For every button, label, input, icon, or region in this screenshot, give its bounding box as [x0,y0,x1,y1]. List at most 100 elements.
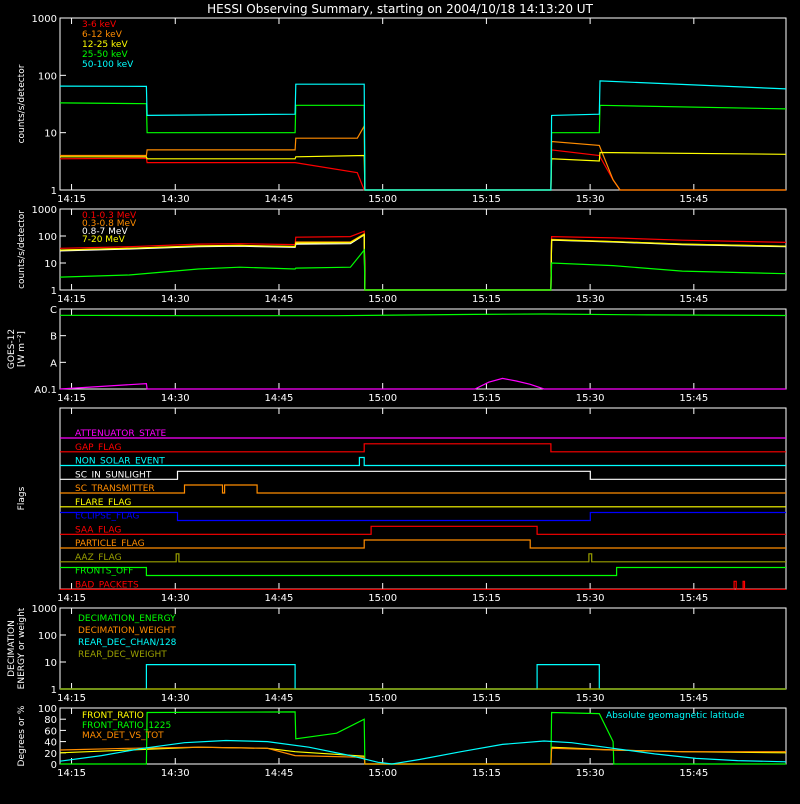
y-tick-label: 100 [38,704,57,715]
y-tick-label: 1 [51,286,57,297]
x-tick-label: 14:15 [57,768,86,779]
x-tick-label: 15:30 [576,768,605,779]
legend-entry: DECIMATION_WEIGHT [78,626,176,636]
legend-entry: 0.1-0.3 MeV [82,211,137,221]
series-line [59,230,787,291]
series-line [60,711,786,765]
series-line [59,102,787,191]
flag-label: AAZ_FLAG [75,553,122,563]
flag-line [60,553,786,563]
y-axis-label: [W m⁻²] [17,331,27,367]
series-line [60,151,787,191]
chart-title: HESSI Observing Summary, starting on 200… [207,2,593,16]
x-tick-label: 15:00 [368,593,397,604]
flag-label: BAD_PACKETS [75,580,139,590]
flag-label: SAA_FLAG [75,525,121,535]
x-tick-label: 14:30 [161,393,190,404]
x-tick-label: 15:30 [576,693,605,704]
series-line [59,149,786,191]
x-tick-label: 14:30 [161,294,190,305]
x-tick-label: 15:30 [576,294,605,305]
legend-entry: Absolute geomagnetic latitude [606,711,745,721]
series-line [59,746,786,765]
legend-entry: 50-100 keV [82,60,134,70]
series-line [60,663,786,690]
legend-entry: REAR_DEC_CHAN/128 [78,638,177,648]
legend-entry: FRONT_RATIO [82,711,144,721]
x-tick-label: 14:45 [265,393,294,404]
x-tick-label: 14:30 [161,768,190,779]
y-axis-label: Flags [17,486,27,510]
y-tick-label: A [50,358,57,369]
x-tick-label: 15:45 [679,194,708,205]
y-tick-label: 100 [38,71,57,82]
panel-goes: 14:15 14:30 14:45 15:00 15:15 15:30 15:45 GOES-… [7,305,787,404]
y-tick-label: 10 [44,129,57,140]
series-line [59,80,787,191]
y-axis-label: DECIMATION [7,620,17,677]
legend-entry: 0.3-0.8 MeV [82,219,137,229]
series-line [59,233,787,291]
flag-label: GAP_FLAG [75,443,121,453]
legend-entry: FRONT_RATIO_1225 [82,721,171,731]
legend-entry: 3-6 keV [82,20,117,30]
x-tick-label: 15:15 [472,593,501,604]
flag-label: ECLIPSE_FLAG [75,512,139,522]
panel-hi: 14:15 14:30 14:45 15:00 15:15 15:30 15:45 count… [17,205,787,305]
flag-line [60,470,786,480]
flag-label: SC_IN_SUNLIGHT [75,470,152,480]
x-tick-label: 14:15 [57,593,86,604]
x-tick-label: 14:15 [57,294,86,305]
x-tick-label: 15:15 [472,693,501,704]
x-tick-label: 15:00 [368,294,397,305]
y-tick-label: 20 [44,749,57,760]
x-tick-label: 15:45 [679,693,708,704]
panel-frame [59,208,787,291]
x-tick-label: 15:45 [679,294,708,305]
legend-entry: 7-20 MeV [82,235,126,245]
panel-dec: 14:15 14:30 14:45 15:00 15:15 15:30 15:45 DECIM… [7,604,787,704]
y-tick-label: 80 [44,715,57,726]
flag-line [60,484,786,494]
legend-entry: 12-25 keV [82,40,128,50]
y-tick-label: 1 [51,685,57,696]
legend-entry: REAR_DEC_WEIGHT [78,650,167,660]
y-axis-label: Degrees or % [17,705,27,766]
y-tick-label: 100 [38,232,57,243]
flag-line [60,539,786,549]
x-tick-label: 15:15 [472,294,501,305]
flag-line [60,511,786,522]
y-tick-label: 40 [44,738,57,749]
panel-flags: 14:15 14:30 14:45 15:00 15:15 15:30 15:45 Flags… [17,407,787,604]
y-tick-label: 60 [44,726,57,737]
flag-line [60,525,786,535]
series-line [59,739,787,765]
y-tick-label: B [50,332,57,343]
x-tick-label: 15:45 [679,768,708,779]
x-tick-label: 15:00 [368,768,397,779]
y-axis-label: counts/s/detector [17,210,27,289]
flag-label: ATTENUATOR_STATE [75,429,167,439]
x-tick-label: 14:30 [161,194,190,205]
y-tick-label: 100 [38,631,57,642]
y-axis-label: GOES-12 [7,329,17,369]
x-tick-label: 15:15 [472,393,501,404]
flag-label: NON_SOLAR_EVENT [75,457,165,467]
x-tick-label: 14:15 [57,693,86,704]
legend-entry: 25-50 keV [82,50,128,60]
series-line [60,123,786,191]
y-axis-label: ENERGY or weight [17,607,27,689]
panel-frame [59,308,787,390]
legend-entry: DECIMATION_ENERGY [78,614,176,624]
y-tick-label: 1000 [32,205,57,216]
legend-entry: MAX_DET_VS_TOT [82,731,164,741]
x-tick-label: 14:45 [265,593,294,604]
y-tick-label: 10 [44,259,57,270]
x-tick-label: 14:15 [57,393,86,404]
y-tick-label: C [50,305,57,316]
flag-label: FLARE_FLAG [75,498,131,508]
x-tick-label: 15:30 [576,393,605,404]
x-tick-label: 15:45 [679,393,708,404]
